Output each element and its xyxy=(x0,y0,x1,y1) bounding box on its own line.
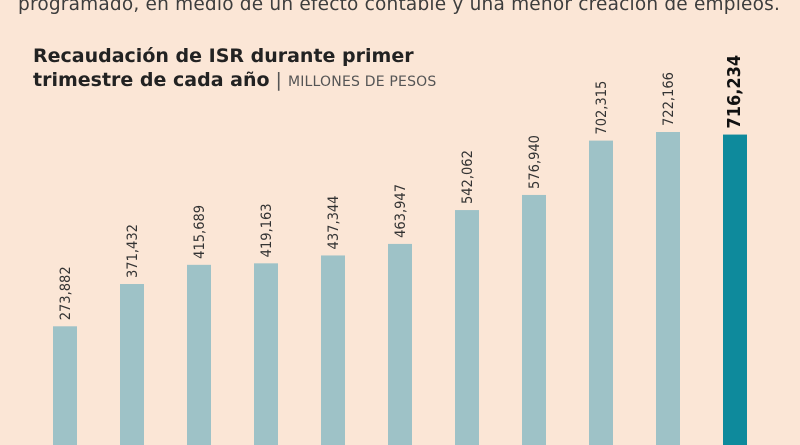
bar-11 xyxy=(723,134,747,445)
chart-title-line-2: trimestre de cada año | MILLONES DE PESOS xyxy=(33,68,437,94)
value-label-10: 722,166 xyxy=(661,72,677,126)
value-label-7: 542,062 xyxy=(460,150,476,204)
bar-2 xyxy=(120,284,144,445)
title-separator: | xyxy=(275,69,282,91)
value-label-1: 273,882 xyxy=(58,266,74,320)
chart-title-block: Recaudación de ISR durante primer trimes… xyxy=(33,44,437,94)
intro-text: programado, en medio de un efecto contab… xyxy=(18,0,781,15)
chart-title-line-2-text: trimestre de cada año xyxy=(33,69,270,91)
value-label-4: 419,163 xyxy=(259,203,275,257)
bar-4 xyxy=(254,263,278,445)
units-label: MILLONES DE PESOS xyxy=(287,74,437,90)
value-label-3: 415,689 xyxy=(192,205,208,259)
bar-10 xyxy=(656,132,680,445)
bar-1 xyxy=(53,326,77,445)
bar-8 xyxy=(522,194,546,445)
value-label-6: 463,947 xyxy=(393,184,409,238)
value-label-2: 371,432 xyxy=(125,224,141,278)
value-label-8: 576,940 xyxy=(527,135,543,189)
value-label-9: 702,315 xyxy=(594,81,610,135)
bar-6 xyxy=(388,243,412,445)
bar-9 xyxy=(589,140,613,445)
value-label-11: 716,234 xyxy=(724,55,745,129)
bar-5 xyxy=(321,255,345,445)
bar-7 xyxy=(455,210,479,445)
value-label-5: 437,344 xyxy=(326,196,342,250)
chart-title-line-1: Recaudación de ISR durante primer xyxy=(33,45,414,67)
bar-3 xyxy=(187,264,211,445)
